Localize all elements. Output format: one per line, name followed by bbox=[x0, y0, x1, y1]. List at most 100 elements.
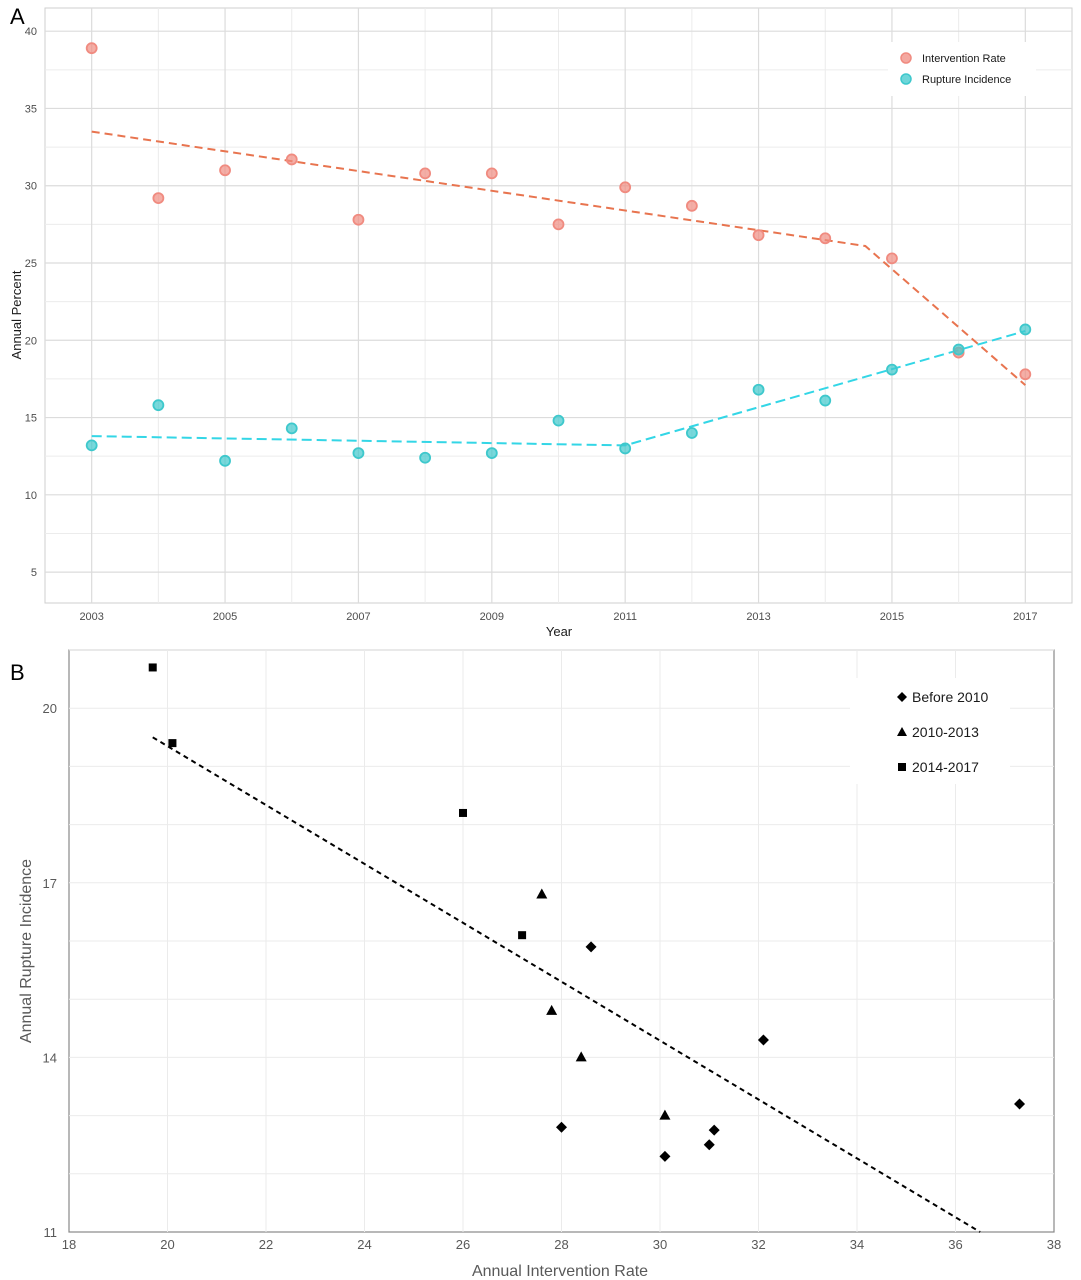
data-point-rupture-incidence bbox=[619, 442, 632, 455]
panel-b-x-tick-label: 36 bbox=[948, 1237, 962, 1252]
legend-marker-rupture-incidence bbox=[900, 73, 912, 85]
data-point-intervention-rate bbox=[419, 167, 432, 180]
data-point-2014-2017 bbox=[148, 663, 157, 672]
data-point-rupture-incidence bbox=[419, 451, 432, 464]
panel-a-y-tick-label: 40 bbox=[25, 26, 37, 38]
panel-a: A 5 10 15 20 25 30 35 40 2003 2005 2007 2009 2011 201… bbox=[9, 4, 1073, 639]
data-point-2010-2013 bbox=[659, 1109, 671, 1120]
panel-b-legend-box bbox=[850, 678, 1010, 784]
data-point-intervention-rate bbox=[1019, 368, 1032, 381]
data-point-rupture-incidence bbox=[1019, 323, 1032, 336]
panel-b-x-tick-label: 30 bbox=[653, 1237, 667, 1252]
legend-label-2014-2017: 2014-2017 bbox=[912, 759, 979, 775]
panel-b-x-tick-label: 20 bbox=[160, 1237, 174, 1252]
panel-label-a: A bbox=[10, 4, 25, 29]
panel-a-x-tick-label: 2017 bbox=[1013, 611, 1037, 623]
data-point-rupture-incidence bbox=[152, 399, 165, 412]
panel-a-x-tick-label: 2009 bbox=[480, 611, 504, 623]
legend-marker-before-2010 bbox=[897, 692, 907, 702]
legend-label-2010-2013: 2010-2013 bbox=[912, 724, 979, 740]
panel-a-legend: Intervention Rate Rupture Incidence bbox=[888, 42, 1036, 96]
panel-b-y-tick-label: 14 bbox=[43, 1050, 57, 1065]
panel-b-x-axis-title: Annual Intervention Rate bbox=[472, 1263, 648, 1280]
data-point-before-2010 bbox=[556, 1121, 567, 1133]
panel-b-legend: Before 2010 2010-2013 2014-2017 bbox=[850, 678, 1010, 784]
panel-a-x-tick-label: 2015 bbox=[880, 611, 904, 623]
panel-a-grid bbox=[44, 7, 1073, 604]
data-point-intervention-rate bbox=[85, 42, 98, 55]
data-point-intervention-rate bbox=[485, 167, 498, 180]
data-point-intervention-rate bbox=[752, 229, 765, 242]
legend-label-before-2010: Before 2010 bbox=[912, 689, 988, 705]
data-point-2010-2013 bbox=[575, 1051, 587, 1062]
panel-a-x-tick-label: 2007 bbox=[346, 611, 370, 623]
panel-b-x-tick-label: 24 bbox=[357, 1237, 371, 1252]
panel-a-x-axis-title: Year bbox=[546, 624, 573, 639]
data-point-rupture-incidence bbox=[552, 414, 565, 427]
data-point-2014-2017 bbox=[459, 808, 467, 817]
data-point-rupture-incidence bbox=[219, 454, 231, 467]
data-point-before-2010 bbox=[1014, 1098, 1026, 1110]
data-point-2014-2017 bbox=[518, 931, 527, 940]
panel-b-x-tick-label: 22 bbox=[259, 1237, 273, 1252]
panel-a-y-tick-label: 25 bbox=[25, 258, 37, 270]
panel-a-x-tick-label: 2013 bbox=[746, 611, 770, 623]
data-point-rupture-incidence bbox=[485, 447, 498, 459]
data-point-intervention-rate bbox=[219, 164, 231, 177]
panel-a-y-tick-label: 30 bbox=[25, 181, 37, 193]
panel-b-y-tick-label: 17 bbox=[43, 876, 57, 891]
panel-a-x-tick-label: 2011 bbox=[613, 611, 637, 623]
data-point-intervention-rate bbox=[685, 199, 698, 212]
data-point-intervention-rate bbox=[886, 252, 898, 265]
panel-a-y-tick-label: 15 bbox=[25, 413, 37, 425]
panel-b-x-tick-label: 38 bbox=[1047, 1237, 1061, 1252]
trend-line-intervention-rate bbox=[91, 130, 1026, 386]
panel-b-x-tick-label: 34 bbox=[850, 1237, 864, 1252]
data-point-before-2010 bbox=[585, 941, 597, 953]
panel-b-x-tick-label: 28 bbox=[554, 1237, 568, 1252]
data-point-rupture-incidence bbox=[819, 394, 832, 407]
panel-b-y-tick-label: 11 bbox=[44, 1225, 58, 1240]
panel-b-y-axis-title: Annual Rupture Incidence bbox=[18, 859, 35, 1043]
data-point-intervention-rate bbox=[352, 213, 365, 226]
legend-label-rupture-incidence: Rupture Incidence bbox=[922, 74, 1011, 86]
data-point-rupture-incidence bbox=[752, 383, 765, 396]
data-point-rupture-incidence bbox=[886, 363, 898, 376]
legend-marker-2010-2013 bbox=[897, 727, 907, 736]
data-point-intervention-rate bbox=[552, 218, 565, 231]
panel-b-x-tick-label: 18 bbox=[62, 1237, 76, 1252]
panel-a-y-axis-title: Annual Percent bbox=[9, 270, 24, 359]
data-point-2010-2013 bbox=[536, 888, 548, 899]
panel-a-data-points bbox=[85, 42, 1032, 467]
data-point-2014-2017 bbox=[168, 739, 177, 748]
panel-a-y-tick-label: 35 bbox=[25, 103, 37, 115]
panel-b-y-tick-label: 20 bbox=[43, 701, 57, 716]
data-point-before-2010 bbox=[659, 1150, 671, 1162]
panel-b-x-tick-label: 26 bbox=[456, 1237, 470, 1252]
panel-a-tick-labels: 5 10 15 20 25 30 35 40 2003 2005 2007 2009 2011 2013 2… bbox=[25, 26, 1038, 623]
legend-marker-2014-2017 bbox=[898, 763, 906, 771]
panel-b-x-tick-label: 32 bbox=[751, 1237, 765, 1252]
data-point-intervention-rate bbox=[285, 153, 298, 166]
data-point-rupture-incidence bbox=[352, 447, 365, 459]
panel-a-x-tick-label: 2003 bbox=[79, 611, 103, 623]
data-point-before-2010 bbox=[708, 1124, 720, 1136]
panel-a-x-tick-label: 2005 bbox=[213, 611, 237, 623]
data-point-2010-2013 bbox=[546, 1004, 558, 1015]
data-point-rupture-incidence bbox=[952, 343, 965, 356]
trend-line-intervention-vs-rupture bbox=[152, 736, 981, 1233]
panel-b-tick-labels: 18 20 22 24 26 28 30 32 34 36 38 11 14 17 20 bbox=[43, 701, 1062, 1252]
data-point-rupture-incidence bbox=[285, 422, 298, 435]
data-point-intervention-rate bbox=[619, 181, 632, 194]
data-point-before-2010 bbox=[703, 1139, 715, 1151]
panel-a-legend-box bbox=[888, 42, 1036, 96]
panel-b-trend-line bbox=[152, 736, 981, 1233]
panel-a-y-tick-label: 5 bbox=[31, 567, 37, 579]
panel-b: B 18 20 22 24 26 28 30 32 34 36 38 11 14 17 20 Annual … bbox=[10, 649, 1062, 1280]
data-point-intervention-rate bbox=[152, 192, 165, 204]
data-point-intervention-rate bbox=[819, 232, 832, 245]
legend-marker-intervention-rate bbox=[900, 52, 912, 64]
panel-label-b: B bbox=[10, 660, 25, 685]
data-point-before-2010 bbox=[757, 1034, 769, 1046]
